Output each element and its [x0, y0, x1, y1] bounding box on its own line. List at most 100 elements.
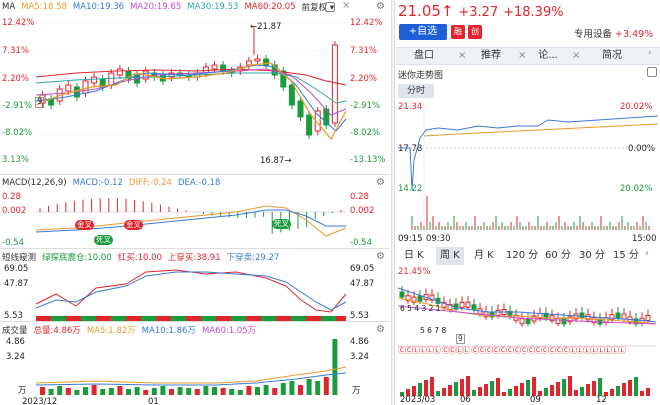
weekly-seq2: 5 6 7 8 [420, 326, 447, 335]
right-axis-2: 2.20% [350, 74, 378, 84]
short-right-2: 5.53 [350, 311, 369, 321]
tab-profile[interactable]: 简况 [602, 50, 622, 61]
signal-strip: ⒸⒸⓁⓁⓁⓁ ⒸⒸⓁⓁ ⒸⒸⒸⒸⒸⒸⒸⒸⒸⒸⒸⒸⒸⒸⓁⓁⓁⓁⓁⓁⓁⓁ [398, 346, 626, 355]
signal-cell [291, 316, 296, 321]
signal-cell [161, 316, 166, 321]
weekly-volume-bar [592, 381, 596, 396]
gear-icon[interactable]: ⚙ [376, 324, 385, 335]
volume-bar [177, 387, 183, 395]
ktab-more[interactable]: › [645, 248, 649, 259]
kline-chart [35, 22, 347, 141]
volume-bar [315, 381, 321, 395]
weekly-candle [615, 312, 621, 319]
right-axis-1: 7.31% [350, 46, 378, 56]
weekly-candle [645, 315, 651, 322]
ma10-line [35, 64, 347, 132]
weekly-volume-bar [448, 385, 452, 396]
panel-divider [391, 0, 395, 405]
ma30-legend: MA30:19.53 [187, 2, 239, 12]
weekly-pct: 21.45% [398, 267, 431, 277]
candle [254, 58, 261, 62]
signal-cell [76, 316, 81, 321]
left-axis-5: 3.13% [2, 155, 30, 165]
weekly-volume-bar [454, 382, 458, 396]
weekly-candle [519, 318, 525, 325]
signal-cell [261, 316, 266, 321]
weekly-volume-bar [550, 385, 554, 396]
signal-cell [256, 316, 261, 321]
candle [280, 70, 287, 88]
close-icon[interactable]: × [518, 50, 527, 61]
add-watchlist-button[interactable]: +自选 [399, 24, 447, 40]
weekly-nine: 9 [456, 334, 465, 344]
weekly-candle [561, 318, 567, 325]
vol-right-2: 万 [352, 386, 361, 396]
macd-right-2: -0.54 [350, 238, 372, 248]
signal-cell [66, 316, 71, 321]
short-legend: 短线窥测 绿探底震仓:10.00 红买:10.00 上穿买:38.91 下穿卖:… [0, 250, 390, 264]
short-line-blue [35, 271, 347, 311]
tab-recommend[interactable]: 推荐 [481, 50, 501, 61]
ktab-month[interactable]: 月 K [474, 250, 494, 261]
weekly-candle [573, 313, 579, 320]
weekly-candle [525, 318, 531, 325]
weekly-volume-bar [574, 390, 578, 396]
close-icon[interactable]: × [458, 50, 467, 61]
vol-right-0: 4.86 [350, 337, 369, 347]
sector-name: 专用设备 [574, 29, 613, 40]
tab-scroll-right[interactable]: › [648, 48, 652, 58]
adjust-dropdown[interactable]: 前复权 ▾ [301, 3, 335, 13]
macd-left-0: 0.28 [2, 192, 21, 202]
ktab-60min[interactable]: 60 分 [545, 250, 571, 261]
short-right-1: 47.87 [350, 279, 375, 289]
volume-bar [306, 379, 312, 395]
ktab-week[interactable]: 周 K [436, 247, 464, 265]
signal-cell [326, 316, 331, 321]
gear-icon[interactable]: ⚙ [376, 177, 385, 188]
macd-chart [35, 198, 347, 237]
right-axis-3: -2.91% [350, 101, 381, 111]
close-icon[interactable]: × [572, 50, 581, 61]
mini-price-high: 21.34 [398, 102, 423, 112]
candle [297, 100, 304, 118]
volume-bar [186, 388, 192, 395]
sector-link[interactable]: 专用设备 +3.49% [574, 26, 653, 40]
expand-icon[interactable] [325, 2, 335, 12]
weekly-volume-bar [484, 384, 488, 396]
signal-cell [266, 316, 271, 321]
candle [65, 84, 72, 92]
weekly-candle [465, 301, 471, 308]
ktab-120min[interactable]: 120 分 [506, 250, 539, 261]
volume-bar [194, 389, 200, 395]
tab-handicap[interactable]: 盘口 [414, 50, 434, 61]
candle [323, 108, 330, 126]
weekly-ma-blue [397, 287, 657, 323]
volume-bar [160, 386, 166, 395]
ktab-day[interactable]: 日 K [404, 250, 424, 261]
close-icon[interactable]: × [342, 0, 351, 11]
signal-cell [241, 316, 246, 321]
diff-line [35, 205, 347, 237]
gear-icon[interactable]: ⚙ [376, 1, 385, 12]
volume-chart [35, 339, 347, 395]
mini-title: 迷你走势图 [398, 71, 444, 81]
ktab-30min[interactable]: 30 分 [579, 250, 605, 261]
tab-forum[interactable]: 论... [538, 50, 558, 61]
gear-icon[interactable]: ⚙ [376, 251, 385, 262]
ktab-15min[interactable]: 15 分 [613, 250, 639, 261]
weekly-volume-bar [580, 387, 584, 396]
signal-cell [206, 316, 211, 321]
intraday-button[interactable]: 分时 [398, 84, 434, 98]
short-right-0: 69.05 [350, 264, 375, 274]
left-axis-4: -8.02% [2, 128, 33, 138]
volume-bar [126, 389, 131, 395]
volume-legend: 成交量 总量:4.86万 MA5:1.82万 MA10:1.86万 MA60:1… [0, 323, 390, 337]
settings-icon[interactable] [647, 67, 657, 77]
gem-badge: 创 [468, 25, 482, 39]
volume-bar [91, 385, 97, 395]
death-cross-tag: 死叉 [272, 219, 291, 229]
signal-cell [136, 316, 141, 321]
signal-cell [61, 316, 66, 321]
vol-left-1: 3.24 [6, 352, 25, 362]
